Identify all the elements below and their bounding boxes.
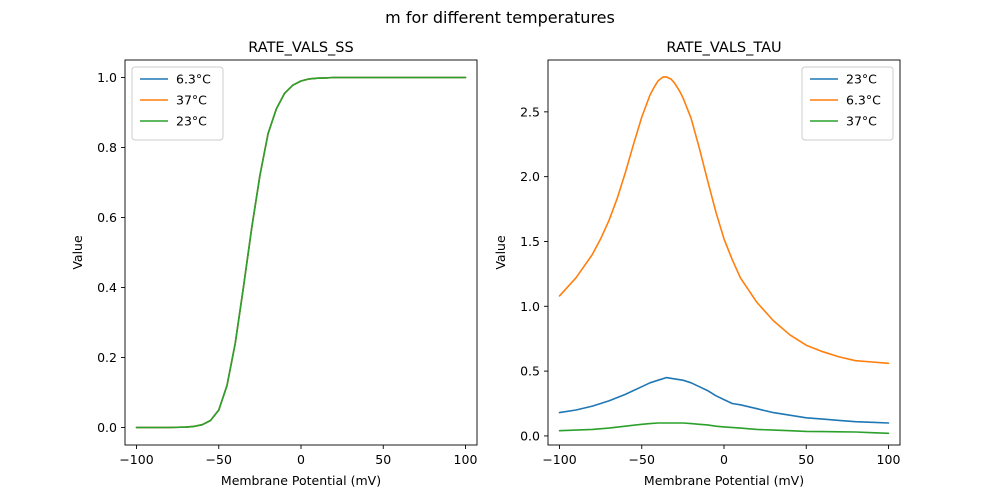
x-tick-label: 0: [720, 452, 728, 467]
y-tick-label: 2.5: [520, 104, 540, 119]
x-axis-label: Membrane Potential (mV): [644, 473, 804, 488]
x-tick-label: 50: [798, 452, 814, 467]
axes-title: RATE_VALS_SS: [248, 40, 353, 56]
legend-label: 37°C: [846, 114, 877, 129]
legend-label: 6.3°C: [846, 93, 881, 108]
x-tick-label: 0: [297, 452, 305, 467]
y-tick-label: 1.0: [97, 70, 117, 85]
x-tick-label: 100: [454, 452, 478, 467]
x-tick-label: −100: [542, 452, 576, 467]
x-axis-label: Membrane Potential (mV): [221, 473, 381, 488]
figure-suptitle: m for different temperatures: [385, 8, 615, 27]
legend: 23°C 6.3°C 37°C: [801, 66, 894, 141]
legend-label: 23°C: [176, 114, 207, 129]
legend: 6.3°C 37°C 23°C: [131, 66, 224, 141]
y-tick-label: 1.0: [520, 299, 540, 314]
legend-label: 23°C: [846, 72, 877, 87]
x-tick-label: −50: [629, 452, 655, 467]
y-axis-label: Value: [70, 235, 85, 270]
subplot-1: RATE_VALS_SS −100 −50 0 50 100 0.0 0.2 0.4 0.6 0.8…: [70, 40, 477, 488]
y-tick-label: 0.8: [97, 140, 117, 155]
x-tick-label: 50: [375, 452, 391, 467]
y-tick-label: 0.6: [97, 210, 117, 225]
y-tick-label: 2.0: [520, 169, 540, 184]
series-line: [135, 76, 467, 429]
axes-title: RATE_VALS_TAU: [666, 40, 781, 56]
y-tick-label: 1.5: [520, 234, 540, 249]
series-line: [558, 422, 890, 435]
y-tick-label: 0.2: [97, 350, 117, 365]
x-tick-label: −50: [206, 452, 232, 467]
y-tick-label: 0.4: [97, 280, 117, 295]
x-tick-label: −100: [119, 452, 153, 467]
legend-label: 37°C: [176, 93, 207, 108]
y-tick-label: 0.5: [520, 364, 540, 379]
series-line: [558, 376, 890, 424]
y-tick-label: 0.0: [520, 428, 540, 443]
subplot-2: RATE_VALS_TAU −100 −50 0 50 100 0.0 0.5 1.0 1.5 2.…: [493, 40, 900, 488]
y-tick-label: 0.0: [97, 420, 117, 435]
y-axis-label: Value: [493, 235, 508, 270]
legend-label: 6.3°C: [176, 72, 211, 87]
x-tick-label: 100: [877, 452, 901, 467]
series-line: [558, 76, 890, 365]
